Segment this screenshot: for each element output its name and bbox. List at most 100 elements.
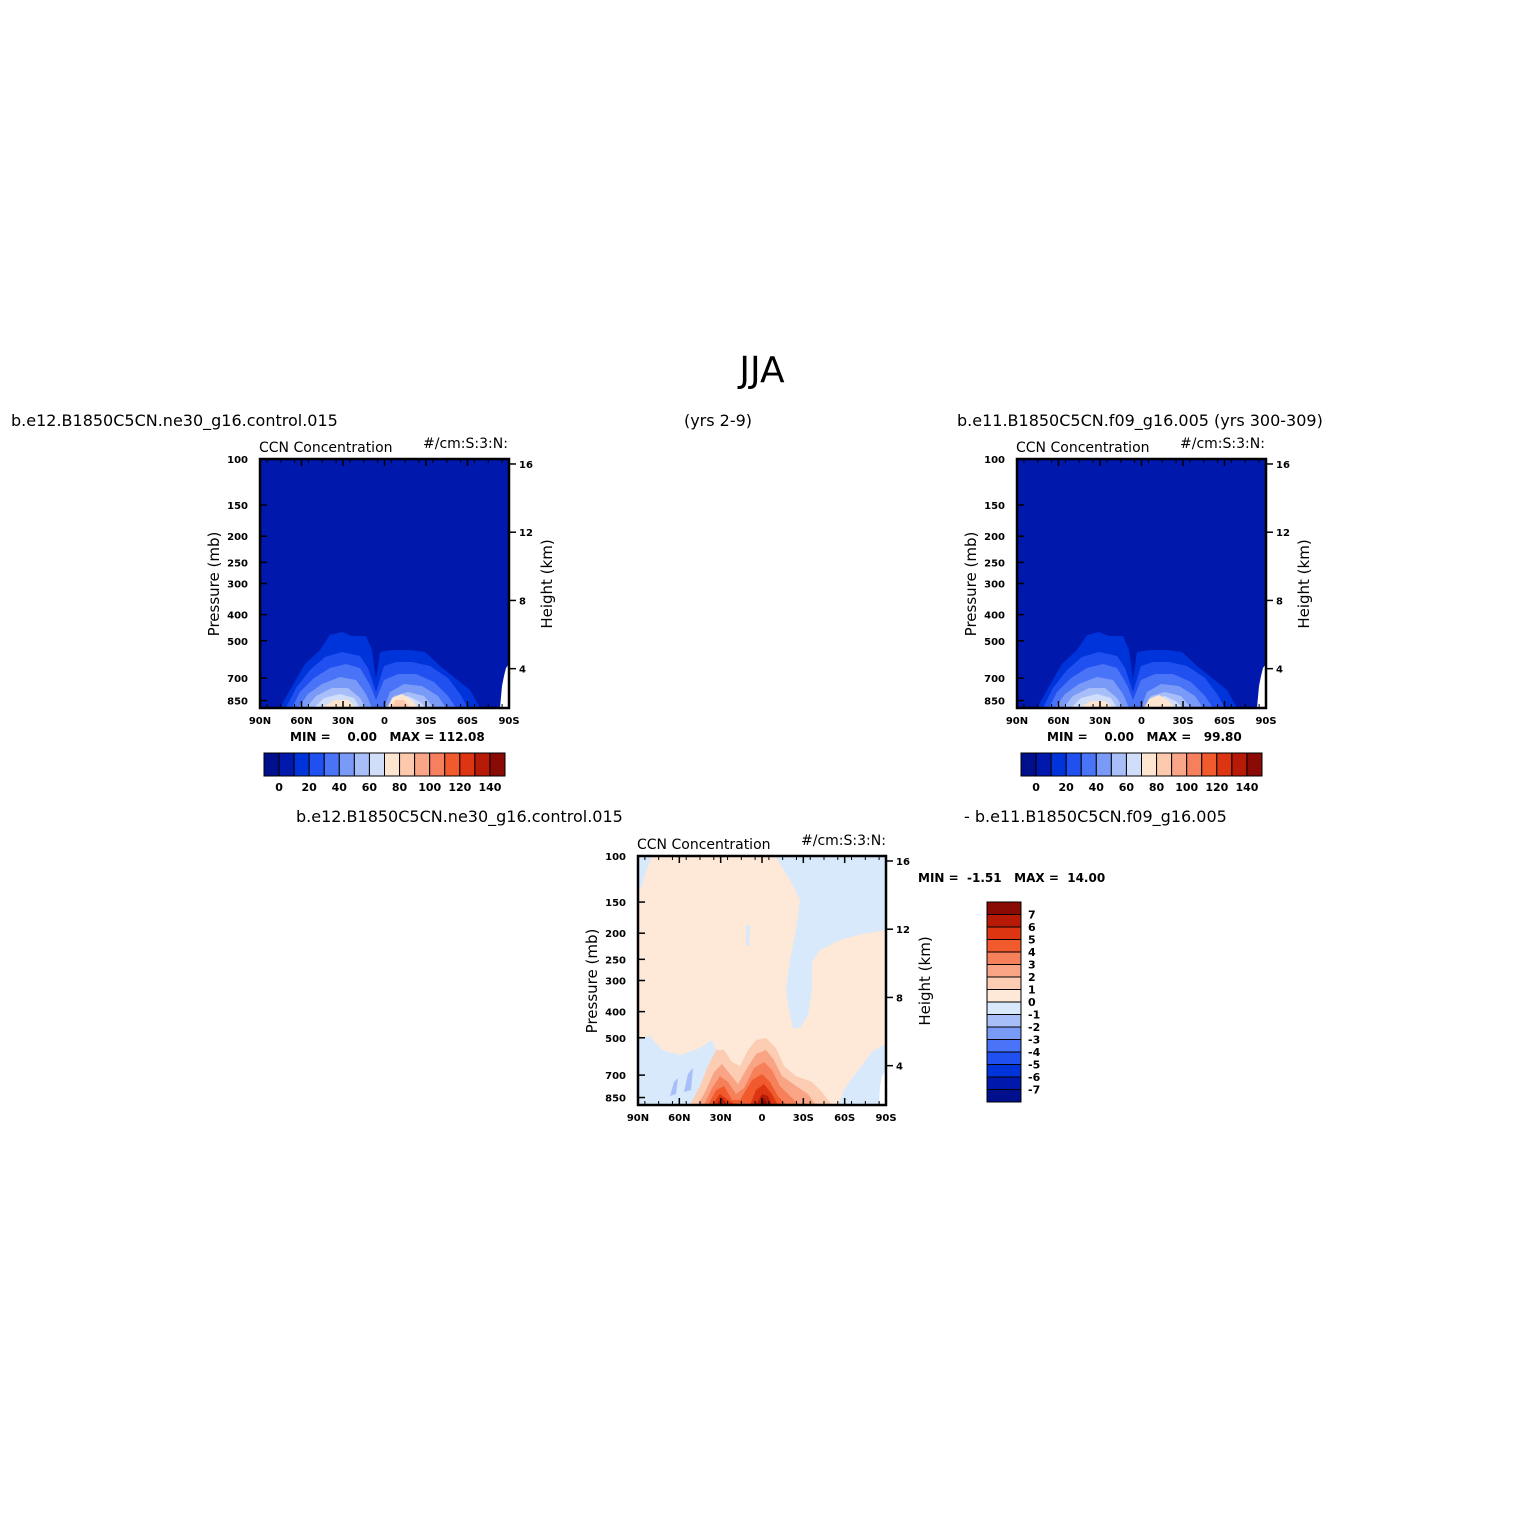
panel-case2-ytick-right-label: 4 <box>1276 665 1283 676</box>
panel-case1-xtick-label: 0 <box>381 716 388 727</box>
panel-case2-colorbar-box <box>1035 752 1052 777</box>
panel-case2-colorbar-box <box>1216 752 1233 777</box>
panel-case2-colorbar-label: 40 <box>1089 781 1105 794</box>
panel-case2-xtick-label: 30S <box>1172 716 1193 727</box>
panel-case2-ytick-right-label: 8 <box>1276 596 1283 607</box>
panel-diff-xtick-label: 60N <box>668 1113 690 1124</box>
panel-diff-colorbar-label: 7 <box>1028 909 1036 922</box>
panel-diff-title: CCN Concentration <box>637 837 771 853</box>
panel-case1-ytick-label: 400 <box>227 611 248 622</box>
panel-diff-ytick-right-label: 12 <box>896 925 910 936</box>
panel-case2-colorbar-box <box>1186 752 1203 777</box>
panel-case1: CCN Concentration #/cm:S:3:N: 90N 60N 30N 0… <box>205 436 556 794</box>
panel-case1-colorbar-box <box>399 752 416 777</box>
panel-diff-colorbar-box <box>986 1064 1022 1078</box>
panel-case2-ytick-right-label: 12 <box>1276 528 1290 539</box>
panel-case2-xtick-label: 90S <box>1255 716 1276 727</box>
panel-case2-ytick-label: 400 <box>984 611 1005 622</box>
panel-case1-title: CCN Concentration <box>259 440 393 456</box>
diff-right-label: - b.e11.B1850C5CN.f09_g16.005 <box>964 807 1227 827</box>
panel-diff-axes: 90N 60N 30N 0 30S 60S 90S 100 150 200 250 300 400 500… <box>605 852 910 1124</box>
panel-case1-xtick-label: 60S <box>457 716 478 727</box>
panel-case1-colorbar-box <box>414 752 431 777</box>
panel-case1-colorbar-box <box>384 752 401 777</box>
panel-case1-ytick-label: 300 <box>227 580 248 591</box>
panel-diff-xtick-label: 30N <box>710 1113 732 1124</box>
contour-missing-region <box>500 664 509 708</box>
case1-years: (yrs 2-9) <box>684 411 752 430</box>
panel-diff-colorbar-label: -2 <box>1028 1021 1040 1034</box>
panel-diff-colorbar-label: -7 <box>1028 1084 1040 1097</box>
panel-case2-ytick-label: 200 <box>984 532 1005 543</box>
panel-case1-colorbar-box <box>338 752 355 777</box>
panel-diff-minmax: MIN = -1.51 MAX = 14.00 <box>918 871 1105 885</box>
panel-diff-colorbar-box <box>986 1089 1022 1103</box>
panel-case2-colorbar-label: 80 <box>1149 781 1165 794</box>
panel-case1-ytick-label: 700 <box>227 674 248 685</box>
contour-fill-negative-streak <box>670 1068 693 1096</box>
panel-case2-colorbar-box <box>1065 752 1082 777</box>
panel-case2-colorbar-box <box>1125 752 1142 777</box>
panel-case2-xtick-label: 30N <box>1089 716 1111 727</box>
panel-diff-ytick-label: 700 <box>605 1071 626 1082</box>
panel-case1-colorbar-label: 100 <box>418 781 441 794</box>
panel-case1-ytick-label: 850 <box>227 697 248 708</box>
panel-diff-colorbar-box <box>986 926 1022 940</box>
panel-diff-colorbar-label: 3 <box>1028 959 1036 972</box>
panel-case1-colorbar-label: 120 <box>448 781 471 794</box>
panel-case1-colorbar-box <box>444 752 461 777</box>
panel-diff-colorbar-box <box>986 1076 1022 1090</box>
panel-case2-minmax: MIN = 0.00 MAX = 99.80 <box>1047 730 1242 744</box>
panel-case1-xtick-label: 30N <box>332 716 354 727</box>
panel-case2-colorbar-label: 100 <box>1175 781 1198 794</box>
panel-case1-colorbar-box <box>474 752 491 777</box>
panel-diff-colorbar-label: 2 <box>1028 971 1036 984</box>
panel-diff-colorbar-label: 4 <box>1028 946 1036 959</box>
contour-missing-region <box>879 1070 886 1105</box>
contour-fill-negative-lower-right <box>838 1044 886 1105</box>
case1-label: b.e12.B1850C5CN.ne30_g16.control.015 <box>11 411 338 431</box>
panel-diff-xtick-label: 90S <box>875 1113 896 1124</box>
panel-diff-ytick-label: 850 <box>605 1094 626 1105</box>
panel-diff-colorbar-box <box>986 976 1022 990</box>
panel-case2-units: #/cm:S:3:N: <box>1180 436 1265 452</box>
panel-case1-colorbar-label: 0 <box>275 781 283 794</box>
case2-label: b.e11.B1850C5CN.f09_g16.005 (yrs 300-309… <box>957 411 1323 431</box>
diff-left-label: b.e12.B1850C5CN.ne30_g16.control.015 <box>296 807 623 827</box>
panel-diff-colorbar-box <box>986 914 1022 928</box>
panel-diff-colorbar-label: -3 <box>1028 1034 1040 1047</box>
panel-case1-minmax: MIN = 0.00 MAX = 112.08 <box>290 730 485 744</box>
panel-case2-xtick-label: 60N <box>1047 716 1069 727</box>
panel-diff-colorbar-box <box>986 1039 1022 1053</box>
panel-diff-ytick-label: 300 <box>605 977 626 988</box>
panel-case1-colorbar-box <box>459 752 476 777</box>
contour-fill-negative-top-right <box>775 856 886 1028</box>
panel-case1-colorbar-box <box>308 752 325 777</box>
season-title: JJA <box>737 350 785 391</box>
panel-case2-colorbar-box <box>1231 752 1248 777</box>
panel-diff-colorbar-label: 6 <box>1028 921 1036 934</box>
panel-diff-contours <box>638 856 886 1105</box>
panel-case2-colorbar-box <box>1171 752 1188 777</box>
panel-case2-colorbar-box <box>1080 752 1097 777</box>
panel-diff-ytick-label: 150 <box>605 898 626 909</box>
panel-diff-ytick-label: 400 <box>605 1008 626 1019</box>
panel-case1-colorbar-label: 80 <box>392 781 408 794</box>
panel-diff-colorbar-label: 5 <box>1028 934 1036 947</box>
panel-diff-colorbar-box <box>986 901 1022 915</box>
panel-case1-colorbar-box <box>429 752 446 777</box>
panel-case2: CCN Concentration #/cm:S:3:N: 90N 60N 30N 0… <box>962 436 1313 794</box>
panel-case2-colorbar-box <box>1020 752 1037 777</box>
panel-diff-colorbar-box <box>986 964 1022 978</box>
panel-diff-ylabel-left: Pressure (mb) <box>583 929 601 1034</box>
panel-diff-ytick-label: 100 <box>605 852 626 863</box>
panel-case2-ytick-label: 100 <box>984 455 1005 466</box>
panel-case2-ytick-right-label: 16 <box>1276 460 1290 471</box>
contour-missing-region <box>1257 664 1266 708</box>
panel-case2-ytick-label: 850 <box>984 697 1005 708</box>
contour-fill-level-8 <box>1079 695 1175 708</box>
panel-case2-xtick-label: 60S <box>1214 716 1235 727</box>
contour-fill-negative-top-left <box>638 856 652 890</box>
panel-case2-ytick-label: 300 <box>984 580 1005 591</box>
panel-case1-colorbar-box <box>323 752 340 777</box>
